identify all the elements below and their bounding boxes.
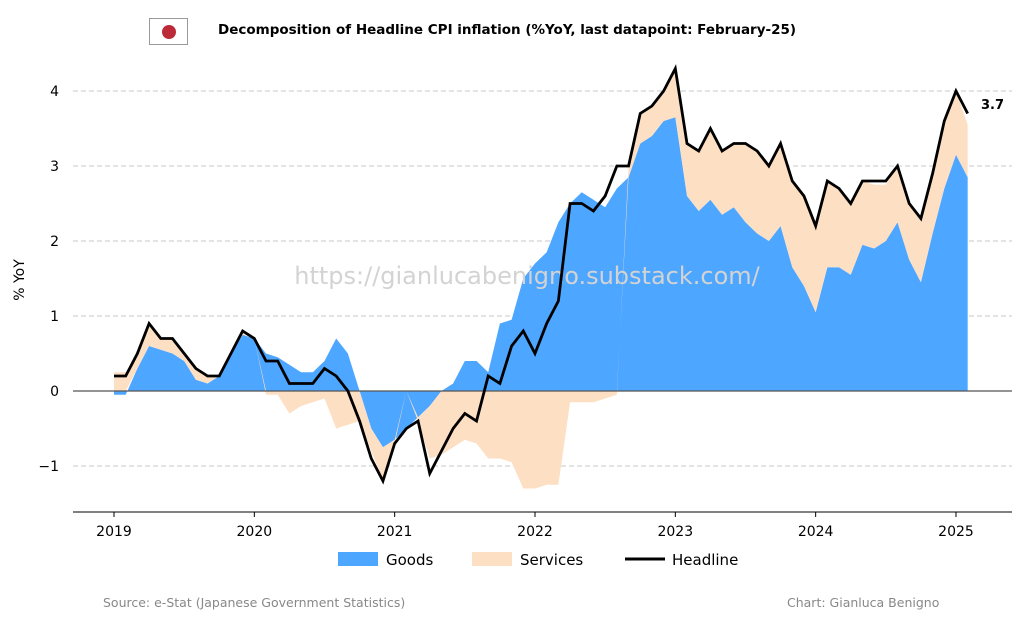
areas xyxy=(114,68,968,489)
y-tick-label: 3 xyxy=(50,159,59,175)
axes: −1 0 1 2 3 4 2019 2020 2021 2022 2023 2024 2025 xyxy=(38,84,1012,540)
y-tick-label: −1 xyxy=(38,459,59,475)
legend-label-goods: Goods xyxy=(386,551,433,569)
legend-swatch-goods xyxy=(338,552,378,566)
last-value-label: 3.7 xyxy=(981,98,1004,113)
source-note: Source: e-Stat (Japanese Government Stat… xyxy=(103,595,406,610)
y-axis-label: % YoY xyxy=(12,259,28,301)
headline-line xyxy=(114,64,969,485)
watermark-group: https://gianlucabenigno.substack.com/ xyxy=(294,262,760,290)
y-tick-label: 1 xyxy=(50,309,59,325)
chart-title: Decomposition of Headline CPI inflation … xyxy=(218,22,797,38)
watermark: https://gianlucabenigno.substack.com/ xyxy=(294,262,760,290)
legend-label-services: Services xyxy=(520,551,583,569)
goods-area xyxy=(114,117,968,448)
x-tick-label: 2023 xyxy=(657,524,693,540)
legend-swatch-services xyxy=(472,552,512,566)
x-tick-label: 2019 xyxy=(96,524,132,540)
x-tick-label: 2020 xyxy=(237,524,273,540)
chart-credit: Chart: Gianluca Benigno xyxy=(787,595,940,610)
legend-label-headline: Headline xyxy=(672,551,738,569)
y-tick-label: 0 xyxy=(50,384,59,400)
gridlines xyxy=(73,90,1012,467)
japan-flag-icon xyxy=(149,18,188,45)
flag-red-disc xyxy=(162,25,176,39)
lines xyxy=(73,64,1012,485)
legend: Goods Services Headline xyxy=(338,551,738,569)
y-tick-label: 4 xyxy=(50,84,59,100)
x-tick-label: 2025 xyxy=(938,524,974,540)
x-tick-label: 2022 xyxy=(517,524,553,540)
x-tick-label: 2024 xyxy=(798,524,834,540)
x-tick-label: 2021 xyxy=(377,524,413,540)
y-tick-label: 2 xyxy=(50,234,59,250)
services-area xyxy=(114,68,968,489)
